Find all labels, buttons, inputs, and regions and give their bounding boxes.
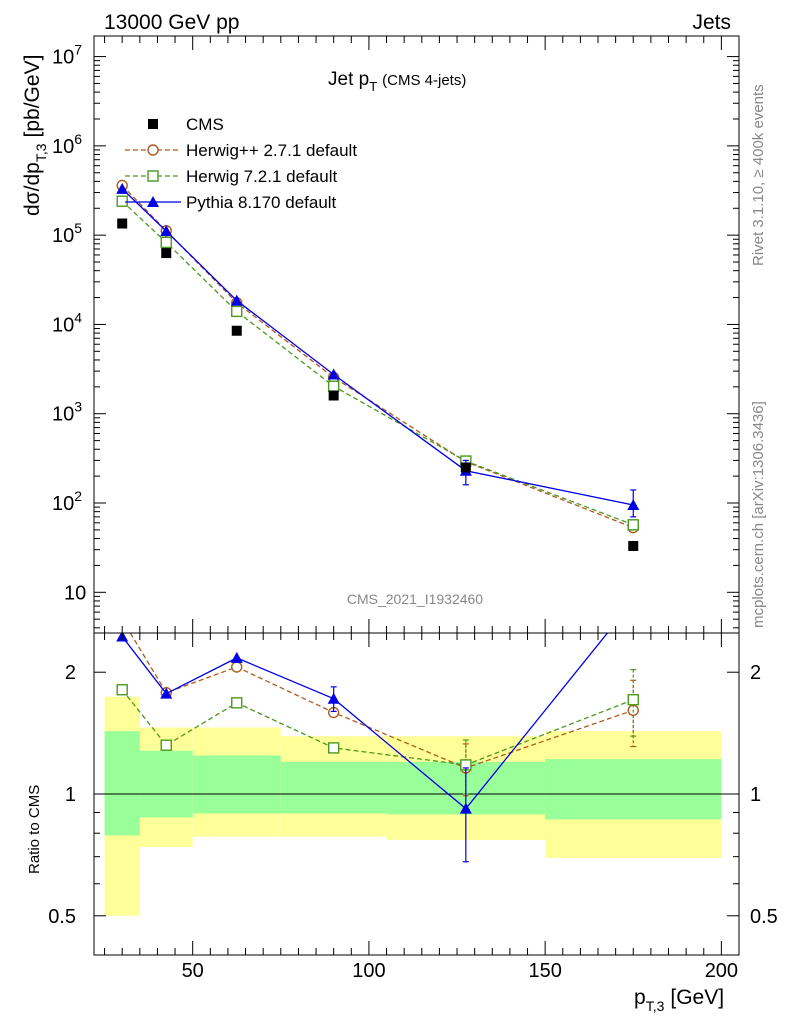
- x-axis-label: pT,3 [GeV]: [634, 986, 724, 1014]
- ratio-ytick-label-left: 1: [65, 784, 76, 806]
- main-point-pythia-8-170-default-1: [160, 225, 173, 237]
- main-point-pythia-8-170-default-2: [230, 294, 243, 306]
- ratio-line-herwig-2-7-1-default: [129, 633, 634, 769]
- main-point-pythia-8-170-default-0: [116, 182, 129, 194]
- main-line-pythia-8-170-default: [121, 188, 634, 506]
- analysis-watermark: CMS_2021_I1932460: [347, 591, 483, 607]
- ratio-line-herwig-7-2-1-default: [121, 689, 634, 766]
- ratio-point-pythia-8-170-default-4: [459, 802, 472, 814]
- main-ytick-label: 103: [52, 399, 82, 426]
- ratio-point-pythia-8-170-default-5: [627, 595, 639, 606]
- legend-marker-pythia-8-170-default: [147, 196, 159, 207]
- ratio-ytick-label-right: 1: [750, 784, 761, 806]
- main-ytick-label: 104: [52, 309, 82, 336]
- ratio-point-pythia-8-170-default-2: [230, 651, 243, 663]
- mcplots-label: mcplots.cern.ch [arXiv:1306.3436]: [750, 401, 767, 628]
- header-left-label: 13000 GeV pp: [104, 11, 239, 34]
- main-line-herwig-2-7-1-default: [121, 185, 634, 529]
- ratio-ytick-label-left: 2: [65, 662, 76, 684]
- legend-label-herwig-2-7-1-default: Herwig++ 2.7.1 default: [186, 141, 357, 160]
- xtick-label: 100: [352, 960, 385, 982]
- main-point-pythia-8-170-default-5: [627, 498, 640, 510]
- main-y-axis-label: dσ/dpT,3[pb/GeV]: [21, 55, 49, 216]
- main-point-cms-2: [231, 325, 242, 336]
- ratio-ytick-label-right: 0.5: [750, 906, 778, 928]
- ratio-point-pythia-8-170-default-1: [160, 687, 173, 699]
- main-point-cms-5: [628, 540, 639, 551]
- header-right-label: Jets: [692, 11, 731, 34]
- main-ytick-label: 10: [64, 582, 86, 604]
- xtick-label: 50: [182, 960, 204, 982]
- main-point-herwig-7-2-1-default-5: [627, 519, 639, 531]
- green-band-1: [139, 750, 193, 818]
- main-point-cms-4: [460, 462, 471, 473]
- main-plot-title: Jet pT (CMS 4-jets): [328, 69, 466, 94]
- ratio-point-pythia-8-170-default-3: [327, 692, 340, 704]
- main-point-herwig-7-2-1-default-0: [116, 195, 128, 207]
- xtick-label: 200: [705, 960, 738, 982]
- ratio-point-herwig-7-2-1-default-5: [627, 694, 639, 706]
- ratio-point-herwig-7-2-1-default-1: [160, 739, 172, 751]
- main-point-cms-0: [117, 218, 128, 229]
- main-point-herwig-7-2-1-default-1: [160, 236, 172, 249]
- green-band-3: [280, 761, 387, 814]
- main-point-cms-1: [161, 248, 172, 259]
- xtick-label: 150: [528, 960, 561, 982]
- ratio-ytick-label-left: 0.5: [48, 906, 76, 928]
- uncertainty-bands: [104, 696, 722, 916]
- main-ytick-label: 107: [52, 42, 82, 69]
- main-point-herwig-7-2-1-default-3: [327, 380, 340, 392]
- legend: CMS Herwig++ 2.7.1 default Herwig 7.2.1 de…: [125, 115, 357, 212]
- legend-marker-herwig-7-2-1-default: [147, 170, 159, 182]
- green-band-0: [104, 731, 140, 836]
- ratio-point-herwig-7-2-1-default-0: [116, 684, 128, 696]
- main-ytick-label: 102: [52, 488, 82, 515]
- ratio-y-axis-label: Ratio to CMS: [26, 785, 43, 874]
- legend-label-cms: CMS: [186, 115, 224, 134]
- main-ytick-label: 105: [52, 220, 82, 247]
- ratio-plot-data: [116, 595, 639, 863]
- main-point-cms-3: [328, 390, 339, 401]
- green-band-5: [545, 759, 722, 820]
- ratio-point-herwig-7-2-1-default-3: [327, 742, 340, 754]
- legend-marker-herwig-2-7-1-default: [147, 144, 159, 156]
- main-plot-data: [116, 179, 640, 551]
- legend-marker-cms: [148, 119, 158, 129]
- green-band-2: [192, 755, 281, 814]
- axis-ticks: 10 102 103 104 105 106 107 0.5 0.5 1 1 2 2 50 100 150 20…: [48, 36, 778, 982]
- ratio-line-pythia-8-170-default: [121, 633, 609, 810]
- main-point-pythia-8-170-default-3: [327, 368, 340, 380]
- ratio-point-herwig-2-7-1-default-0: [117, 614, 127, 624]
- legend-label-pythia-8-170-default: Pythia 8.170 default: [186, 193, 337, 212]
- main-line-herwig-7-2-1-default: [121, 200, 634, 526]
- ratio-point-herwig-7-2-1-default-2: [231, 697, 243, 709]
- ratio-ytick-label-right: 2: [750, 662, 761, 684]
- main-point-herwig-7-2-1-default-2: [231, 305, 243, 318]
- rivet-label: Rivet 3.1.10, ≥ 400k events: [750, 84, 767, 266]
- main-ytick-label: 106: [52, 131, 82, 158]
- ratio-point-herwig-2-7-1-default-2: [231, 661, 243, 673]
- legend-label-herwig-7-2-1-default: Herwig 7.2.1 default: [186, 167, 337, 186]
